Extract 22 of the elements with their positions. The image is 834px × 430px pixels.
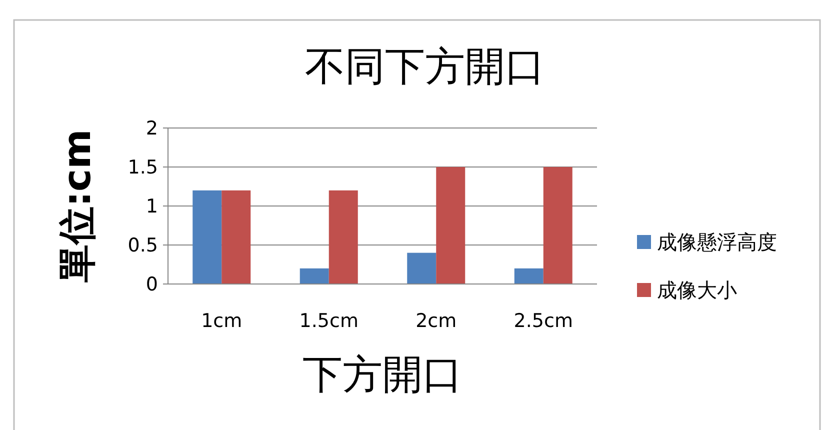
x-tick-label: 1cm bbox=[201, 310, 242, 332]
y-tick-label: 2 bbox=[146, 118, 158, 140]
bar bbox=[436, 167, 466, 284]
y-tick-label: 1.5 bbox=[128, 156, 158, 179]
y-tick-label: 1 bbox=[146, 196, 158, 218]
bar bbox=[222, 190, 251, 284]
bar bbox=[328, 190, 358, 284]
legend-label: 成像大小 bbox=[657, 278, 737, 302]
bar bbox=[300, 268, 329, 284]
x-axis-title: 下方開口 bbox=[302, 352, 462, 398]
x-tick-label: 2.5cm bbox=[514, 310, 573, 332]
x-tick-label: 1.5cm bbox=[299, 310, 358, 332]
bar bbox=[543, 167, 572, 284]
bar bbox=[407, 252, 436, 284]
y-tick-label: 0 bbox=[146, 274, 158, 296]
bar bbox=[192, 190, 222, 284]
y-axis-title: 單位:cm bbox=[55, 129, 99, 283]
bar bbox=[514, 268, 544, 284]
chart-title: 不同下方開口 bbox=[305, 44, 545, 90]
y-tick-label: 0.5 bbox=[128, 234, 158, 257]
x-tick-label: 2cm bbox=[416, 310, 457, 332]
legend-label: 成像懸浮高度 bbox=[657, 230, 777, 254]
